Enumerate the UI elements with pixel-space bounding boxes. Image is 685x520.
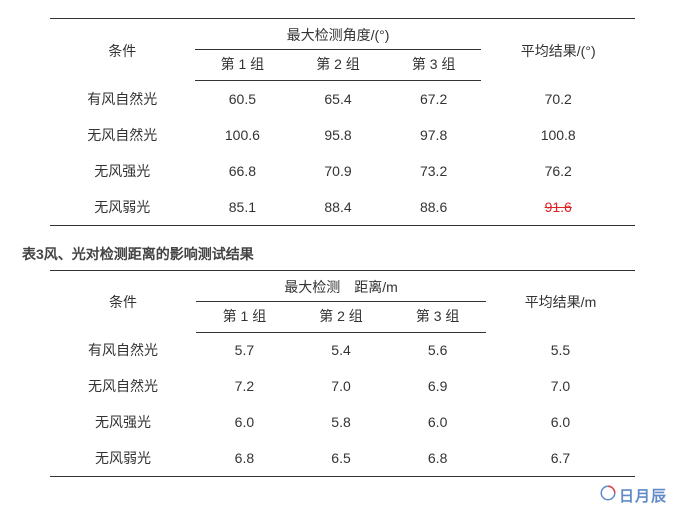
col-condition: 条件 [50,19,195,81]
cell-cond: 有风自然光 [50,81,195,117]
cell-avg: 5.5 [486,332,635,368]
cell-avg: 100.8 [481,117,635,153]
col-group2: 第 2 组 [290,50,386,81]
angle-table-body: 有风自然光 60.5 65.4 67.2 70.2 无风自然光 100.6 95… [50,81,635,226]
cell-g2: 7.0 [293,368,390,404]
cell-cond: 无风强光 [50,153,195,189]
table-row: 无风自然光 7.2 7.0 6.9 7.0 [50,368,635,404]
cell-g2: 70.9 [290,153,386,189]
col-condition: 条件 [50,270,196,332]
table-row: 有风自然光 5.7 5.4 5.6 5.5 [50,332,635,368]
table-row: 无风弱光 85.1 88.4 88.6 91.6 [50,189,635,226]
cell-g2: 95.8 [290,117,386,153]
table-row: 无风强光 6.0 5.8 6.0 6.0 [50,404,635,440]
cell-cond: 无风弱光 [50,440,196,477]
cell-avg: 70.2 [481,81,635,117]
col-group1: 第 1 组 [196,301,293,332]
cell-g3: 6.9 [389,368,486,404]
distance-table-head: 条件 最大检测 距离/m 平均结果/m 第 1 组 第 2 组 第 3 组 [50,270,635,332]
watermark-text: 日月辰 [619,485,667,506]
cell-g1: 6.0 [196,404,293,440]
table-row: 无风自然光 100.6 95.8 97.8 100.8 [50,117,635,153]
cell-cond: 无风自然光 [50,368,196,404]
distance-table: 条件 最大检测 距离/m 平均结果/m 第 1 组 第 2 组 第 3 组 有风… [50,270,635,478]
col-group1: 第 1 组 [195,50,291,81]
table3-caption: 表3风、光对检测距离的影响测试结果 [22,244,685,264]
cell-cond: 有风自然光 [50,332,196,368]
cell-g1: 60.5 [195,81,291,117]
cell-g1: 7.2 [196,368,293,404]
col-avg-result-distance: 平均结果/m [486,270,635,332]
cell-g3: 5.6 [389,332,486,368]
col-group3: 第 3 组 [389,301,486,332]
cell-g2: 6.5 [293,440,390,477]
cell-g3: 88.6 [386,189,482,226]
angle-table-wrap: 条件 最大检测角度/(°) 平均结果/(°) 第 1 组 第 2 组 第 3 组… [50,18,635,226]
cell-cond: 无风自然光 [50,117,195,153]
cell-g2: 5.8 [293,404,390,440]
cell-g1: 100.6 [195,117,291,153]
col-max-detect-angle: 最大检测角度/(°) [195,19,482,50]
cell-g3: 97.8 [386,117,482,153]
cell-avg: 7.0 [486,368,635,404]
cell-avg-strike: 91.6 [481,189,635,226]
table-row: 无风弱光 6.8 6.5 6.8 6.7 [50,440,635,477]
angle-table: 条件 最大检测角度/(°) 平均结果/(°) 第 1 组 第 2 组 第 3 组… [50,18,635,226]
table-row: 有风自然光 60.5 65.4 67.2 70.2 [50,81,635,117]
cell-avg: 76.2 [481,153,635,189]
cell-cond: 无风强光 [50,404,196,440]
distance-table-wrap: 条件 最大检测 距离/m 平均结果/m 第 1 组 第 2 组 第 3 组 有风… [50,270,635,478]
watermark-icon [599,484,617,506]
cell-g3: 73.2 [386,153,482,189]
cell-g2: 88.4 [290,189,386,226]
cell-g1: 5.7 [196,332,293,368]
cell-avg: 6.7 [486,440,635,477]
table-row: 无风强光 66.8 70.9 73.2 76.2 [50,153,635,189]
angle-table-head: 条件 最大检测角度/(°) 平均结果/(°) 第 1 组 第 2 组 第 3 组 [50,19,635,81]
cell-g3: 67.2 [386,81,482,117]
col-group2: 第 2 组 [293,301,390,332]
distance-table-body: 有风自然光 5.7 5.4 5.6 5.5 无风自然光 7.2 7.0 6.9 … [50,332,635,477]
cell-g3: 6.8 [389,440,486,477]
cell-g3: 6.0 [389,404,486,440]
cell-g1: 66.8 [195,153,291,189]
cell-g2: 65.4 [290,81,386,117]
watermark: 日月辰 [599,484,667,506]
cell-g1: 85.1 [195,189,291,226]
cell-g1: 6.8 [196,440,293,477]
col-group3: 第 3 组 [386,50,482,81]
cell-avg: 6.0 [486,404,635,440]
cell-cond: 无风弱光 [50,189,195,226]
col-avg-result-angle: 平均结果/(°) [481,19,635,81]
col-max-detect-distance: 最大检测 距离/m [196,270,486,301]
cell-g2: 5.4 [293,332,390,368]
